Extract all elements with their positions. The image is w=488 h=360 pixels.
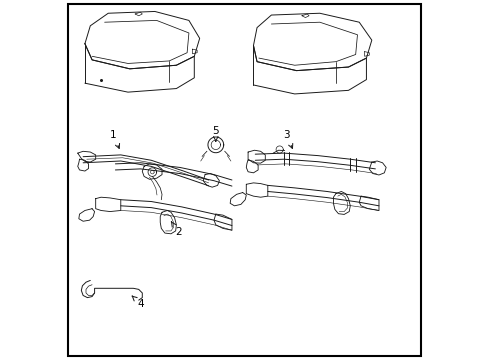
Text: 2: 2 [171, 222, 181, 237]
Text: 5: 5 [212, 126, 219, 141]
Text: 4: 4 [132, 296, 143, 309]
Text: 1: 1 [110, 130, 119, 148]
Text: 3: 3 [283, 130, 292, 148]
